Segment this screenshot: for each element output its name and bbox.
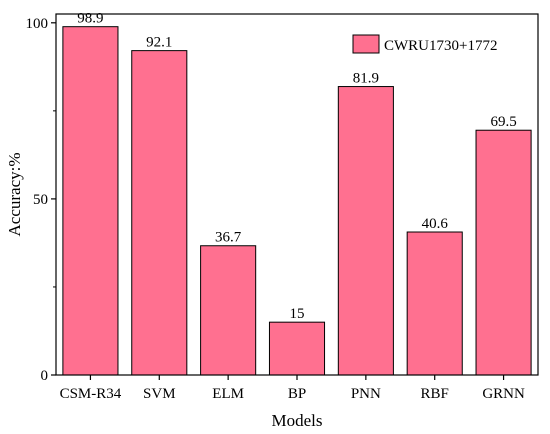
data-label-bp: 15 [290, 306, 305, 322]
y-axis-ticks: 0 50 100 [26, 16, 56, 384]
data-label-svm: 92.1 [146, 35, 172, 51]
bar-grnn [475, 129, 532, 376]
legend-swatch [352, 34, 380, 54]
data-label-rbf: 40.6 [422, 216, 449, 232]
y-tick-label-50: 50 [33, 192, 48, 208]
data-label-pnn: 81.9 [353, 71, 379, 87]
bar-pnn [337, 86, 394, 376]
x-axis-title: Models [272, 411, 323, 430]
x-tick-label-svm: SVM [143, 386, 176, 402]
x-tick-label-rbf: RBF [421, 386, 449, 402]
x-tick-label-elm: ELM [212, 386, 244, 402]
data-label-elm: 36.7 [215, 230, 242, 246]
legend-label: CWRU1730+1772 [384, 38, 497, 54]
y-tick-label-0: 0 [41, 368, 49, 384]
x-tick-label-bp: BP [288, 386, 306, 402]
bar-bp [268, 321, 326, 376]
bars-group [62, 26, 532, 376]
bar-elm [200, 245, 257, 376]
x-axis-ticks: CSM-R34 SVM ELM BP PNN RBF GRNN [60, 375, 525, 402]
data-label-grnn: 69.5 [490, 114, 516, 130]
x-tick-label-grnn: GRNN [482, 386, 525, 402]
legend: CWRU1730+1772 [352, 34, 497, 54]
x-tick-label-pnn: PNN [351, 386, 381, 402]
bar-csm-r34 [62, 26, 119, 376]
y-axis-title: Accuracy:% [5, 152, 24, 236]
data-label-csm-r34: 98.9 [77, 11, 103, 27]
y-tick-label-100: 100 [26, 16, 49, 32]
bar-svm [131, 50, 188, 376]
x-tick-label-csm-r34: CSM-R34 [60, 386, 122, 402]
data-labels-group: 98.9 92.1 36.7 15 81.9 40.6 69.5 [77, 11, 516, 322]
bar-rbf [406, 231, 463, 376]
